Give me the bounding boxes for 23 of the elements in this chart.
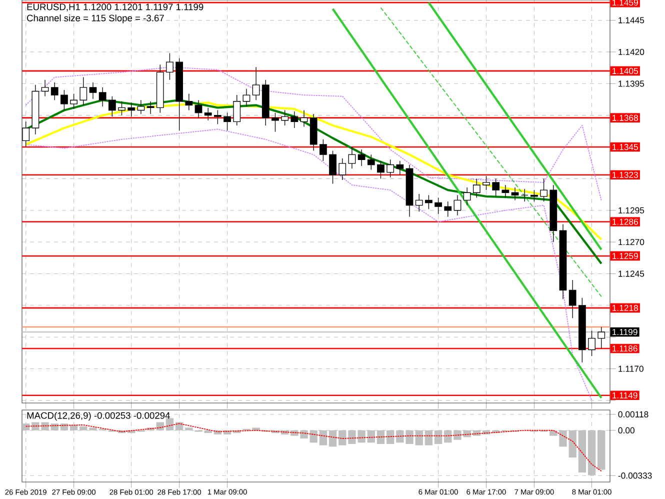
ref-line-label: 1.1405	[612, 68, 638, 74]
ref-line-label: 1.1218	[612, 304, 638, 312]
chart-title: EURUSD,H1 1.1200 1.1201 1.1197 1.1199	[27, 4, 204, 12]
y-tick-label: 1.1420	[618, 48, 644, 56]
y-tick-label: 1.1270	[618, 238, 644, 246]
ref-line-label: 1.1149	[612, 392, 638, 398]
y-tick-label: 1.1395	[618, 80, 644, 87]
ref-line-label: 1.1323	[612, 172, 638, 178]
ref-line-label: 1.1286	[612, 218, 638, 225]
chart-title: MACD(12,26,9) -0.00253 -0.00294	[27, 412, 170, 421]
ref-line-label: 1.1345	[612, 144, 638, 150]
ref-line-label: 1.1259	[612, 252, 638, 260]
y-tick-label: 1.1245	[618, 270, 644, 277]
y-tick-label: 1.1295	[618, 207, 644, 214]
y-tick-label: 1.1170	[618, 366, 644, 372]
text: Channel size = 115 Slope = -3.67	[27, 14, 164, 24]
ref-line-label: 1.1368	[612, 114, 638, 121]
ref-line-label: 1.1199	[612, 328, 638, 336]
ref-line-label: 1.1186	[612, 345, 638, 352]
y-tick-label: 1.1445	[618, 17, 644, 24]
y-tick-label: 0.00	[618, 427, 634, 434]
y-tick-label: -0.00333	[618, 472, 652, 479]
y-tick-label: 0.00118	[618, 411, 648, 418]
